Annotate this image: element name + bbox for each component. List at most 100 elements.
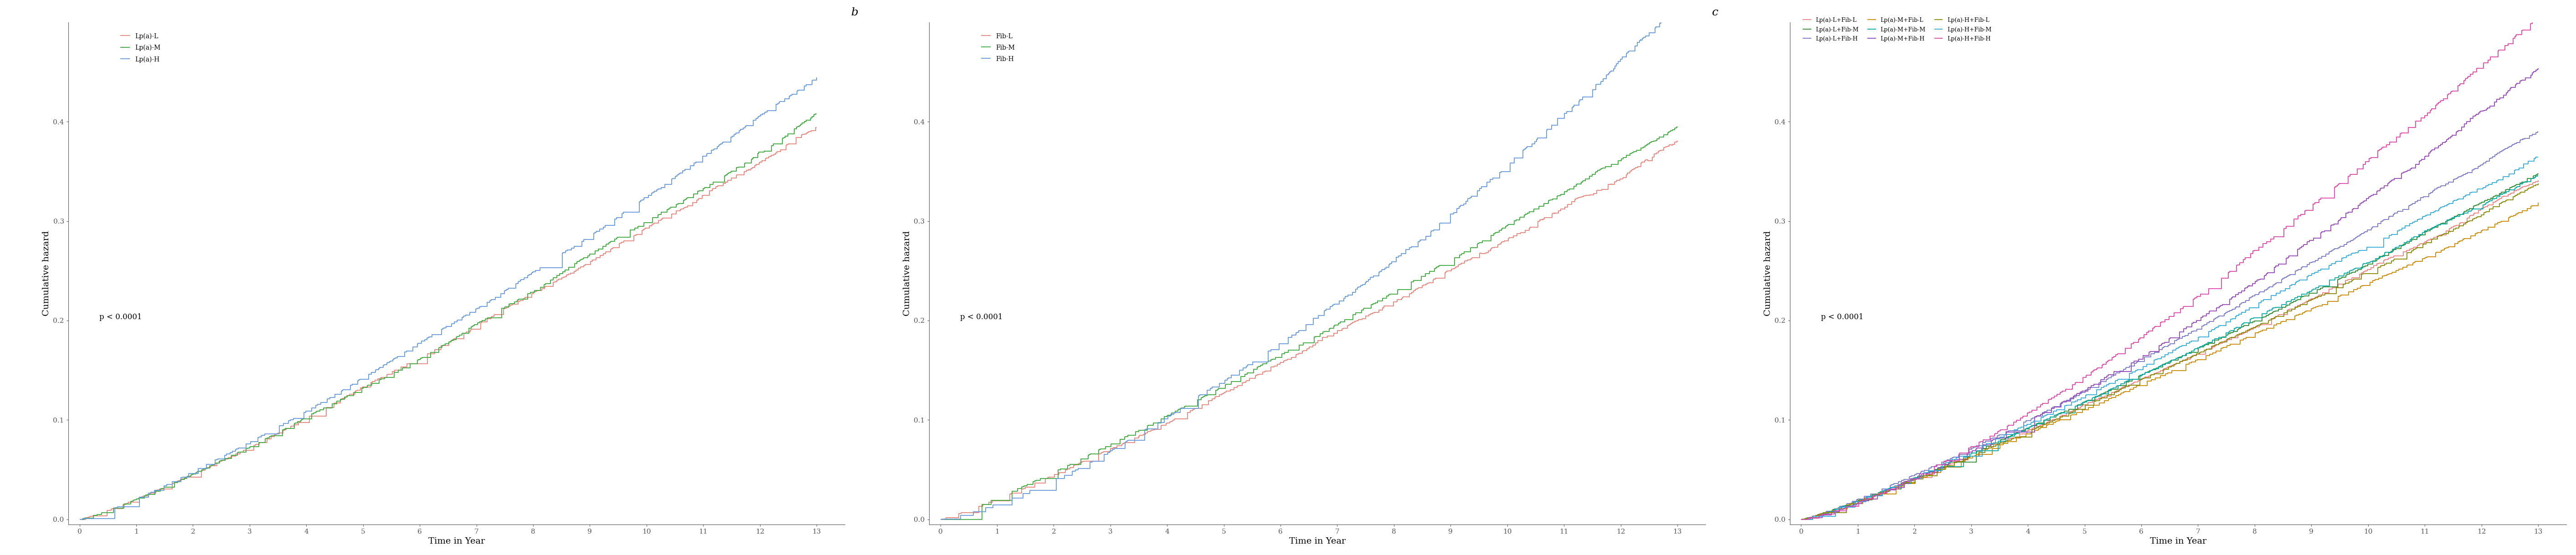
Lp(a)-H — [64, 516, 95, 523]
Lp(a)-M+Fib-L — [2483, 219, 2514, 226]
Lp(a)-M+Fib-H — [1960, 447, 1991, 454]
Lp(a)-M+Fib-H — [2148, 340, 2179, 346]
Lp(a)-L — [801, 124, 832, 131]
Text: p < 0.0001: p < 0.0001 — [1821, 314, 1862, 321]
Lp(a)-L+Fib-M — [2213, 332, 2244, 339]
Lp(a)-L+Fib-L — [1785, 516, 1816, 523]
Lp(a)-H+Fib-M — [2522, 154, 2553, 160]
Lp(a)-L+Fib-M — [2079, 393, 2110, 400]
Lp(a)-H+Fib-L — [2125, 382, 2156, 388]
Lp(a)-H+Fib-H — [2334, 173, 2365, 180]
Lp(a)-M+Fib-M — [2076, 395, 2107, 401]
Line: Lp(a)-H+Fib-L: Lp(a)-H+Fib-L — [1801, 184, 2537, 519]
Fib-H — [1198, 385, 1229, 392]
Lp(a)-L+Fib-M — [2125, 372, 2156, 379]
Lp(a)-M+Fib-H — [2352, 198, 2383, 204]
Lp(a)-H+Fib-M — [1984, 436, 2014, 442]
Fib-L — [1404, 284, 1435, 291]
Lp(a)-M+Fib-L — [1847, 496, 1878, 503]
Lp(a)-M+Fib-L — [1832, 506, 1862, 512]
Lp(a)-H+Fib-H — [2434, 89, 2465, 95]
Line: Lp(a)-H+Fib-H: Lp(a)-H+Fib-H — [1801, 17, 2537, 519]
Fib-H — [1662, 6, 1692, 13]
Lp(a)-L — [801, 124, 832, 131]
Fib-M — [1662, 123, 1692, 130]
Lp(a)-H+Fib-M — [2123, 366, 2154, 373]
Lp(a)-H — [801, 74, 832, 80]
Lp(a)-L+Fib-H — [2522, 128, 2553, 135]
Fib-M — [1543, 193, 1574, 200]
Lp(a)-L+Fib-H — [1785, 516, 1816, 523]
Line: Lp(a)-L+Fib-H: Lp(a)-L+Fib-H — [1801, 132, 2537, 519]
X-axis label: Time in Year: Time in Year — [2151, 537, 2208, 546]
Fib-M — [1448, 249, 1479, 255]
Fib-M — [1216, 378, 1247, 385]
Line: Fib-H: Fib-H — [940, 9, 1677, 519]
Legend: Lp(a)-L, Lp(a)-M, Lp(a)-H: Lp(a)-L, Lp(a)-M, Lp(a)-H — [118, 31, 162, 65]
Y-axis label: Cumulative hazard: Cumulative hazard — [1765, 231, 1772, 316]
Y-axis label: Cumulative hazard: Cumulative hazard — [41, 231, 52, 316]
Lp(a)-M+Fib-H — [2411, 154, 2442, 160]
Lp(a)-M — [64, 516, 95, 523]
Lp(a)-H+Fib-H — [1785, 516, 1816, 523]
Fib-H — [1316, 302, 1347, 309]
Fib-H — [1662, 6, 1692, 12]
Lp(a)-M+Fib-L — [2123, 382, 2154, 389]
Lp(a)-M+Fib-M — [1857, 494, 1888, 501]
Lp(a)-M+Fib-M — [2439, 214, 2470, 220]
Fib-L — [1489, 239, 1520, 245]
Lp(a)-H — [582, 229, 613, 235]
Lp(a)-M+Fib-M — [2468, 201, 2499, 208]
Lp(a)-L+Fib-H — [2522, 128, 2553, 135]
Lp(a)-H+Fib-H — [2416, 105, 2447, 112]
Lp(a)-L+Fib-M — [2512, 175, 2543, 182]
Lp(a)-H+Fib-L — [1801, 512, 1832, 518]
Lp(a)-L+Fib-L — [2494, 191, 2524, 198]
Lp(a)-L+Fib-M — [2257, 309, 2287, 315]
Text: c: c — [1713, 7, 1718, 18]
Fib-M — [1613, 152, 1643, 158]
Lp(a)-L+Fib-H — [1906, 468, 1937, 475]
Lp(a)-M — [173, 475, 204, 481]
Lp(a)-H+Fib-M — [1785, 516, 1816, 523]
Legend: Fib-L, Fib-M, Fib-H: Fib-L, Fib-M, Fib-H — [979, 31, 1018, 65]
Lp(a)-L+Fib-H — [2190, 321, 2221, 328]
Lp(a)-L+Fib-H — [2045, 403, 2076, 410]
Lp(a)-L — [796, 127, 827, 134]
Lp(a)-H+Fib-M — [2316, 260, 2347, 267]
Lp(a)-H+Fib-H — [2522, 13, 2553, 20]
Line: Fib-L: Fib-L — [940, 141, 1677, 519]
Lp(a)-L+Fib-M — [2522, 170, 2553, 177]
Lp(a)-L — [366, 375, 397, 381]
Lp(a)-H+Fib-M — [1826, 504, 1857, 511]
Lp(a)-M+Fib-H — [1785, 516, 1816, 523]
Line: Lp(a)-L: Lp(a)-L — [80, 128, 817, 519]
Lp(a)-H+Fib-H — [2081, 365, 2112, 371]
Lp(a)-M+Fib-L — [1785, 516, 1816, 523]
Lp(a)-L — [64, 516, 95, 523]
Line: Lp(a)-L+Fib-L: Lp(a)-L+Fib-L — [1801, 180, 2537, 519]
Lp(a)-H — [440, 317, 471, 324]
Lp(a)-M+Fib-M — [2437, 214, 2468, 221]
Lp(a)-H+Fib-H — [2298, 207, 2329, 214]
Lp(a)-L+Fib-L — [2275, 306, 2306, 312]
X-axis label: Time in Year: Time in Year — [1288, 537, 1345, 546]
Legend: Lp(a)-L+Fib-L, Lp(a)-L+Fib-M, Lp(a)-L+Fib-H, Lp(a)-M+Fib-L, Lp(a)-M+Fib-M, Lp(a): Lp(a)-L+Fib-L, Lp(a)-L+Fib-M, Lp(a)-L+Fi… — [1801, 15, 1994, 44]
Lp(a)-M+Fib-M — [2522, 172, 2553, 179]
Fib-L — [925, 516, 956, 523]
Lp(a)-H+Fib-M — [2522, 154, 2553, 160]
Line: Lp(a)-H+Fib-M: Lp(a)-H+Fib-M — [1801, 157, 2537, 519]
Lp(a)-M+Fib-H — [1906, 472, 1937, 479]
Lp(a)-M+Fib-L — [2486, 219, 2517, 226]
Lp(a)-L+Fib-L — [2483, 196, 2514, 203]
Text: p < 0.0001: p < 0.0001 — [961, 314, 1002, 321]
Lp(a)-M — [590, 241, 621, 248]
Lp(a)-H+Fib-M — [1855, 493, 1886, 500]
Fib-H — [1582, 80, 1613, 87]
Lp(a)-L+Fib-L — [2522, 177, 2553, 184]
Lp(a)-L+Fib-L — [2017, 426, 2048, 432]
Lp(a)-M — [714, 169, 744, 176]
Lp(a)-L — [577, 257, 608, 264]
Lp(a)-H — [139, 489, 170, 496]
Fib-H — [1363, 269, 1394, 276]
